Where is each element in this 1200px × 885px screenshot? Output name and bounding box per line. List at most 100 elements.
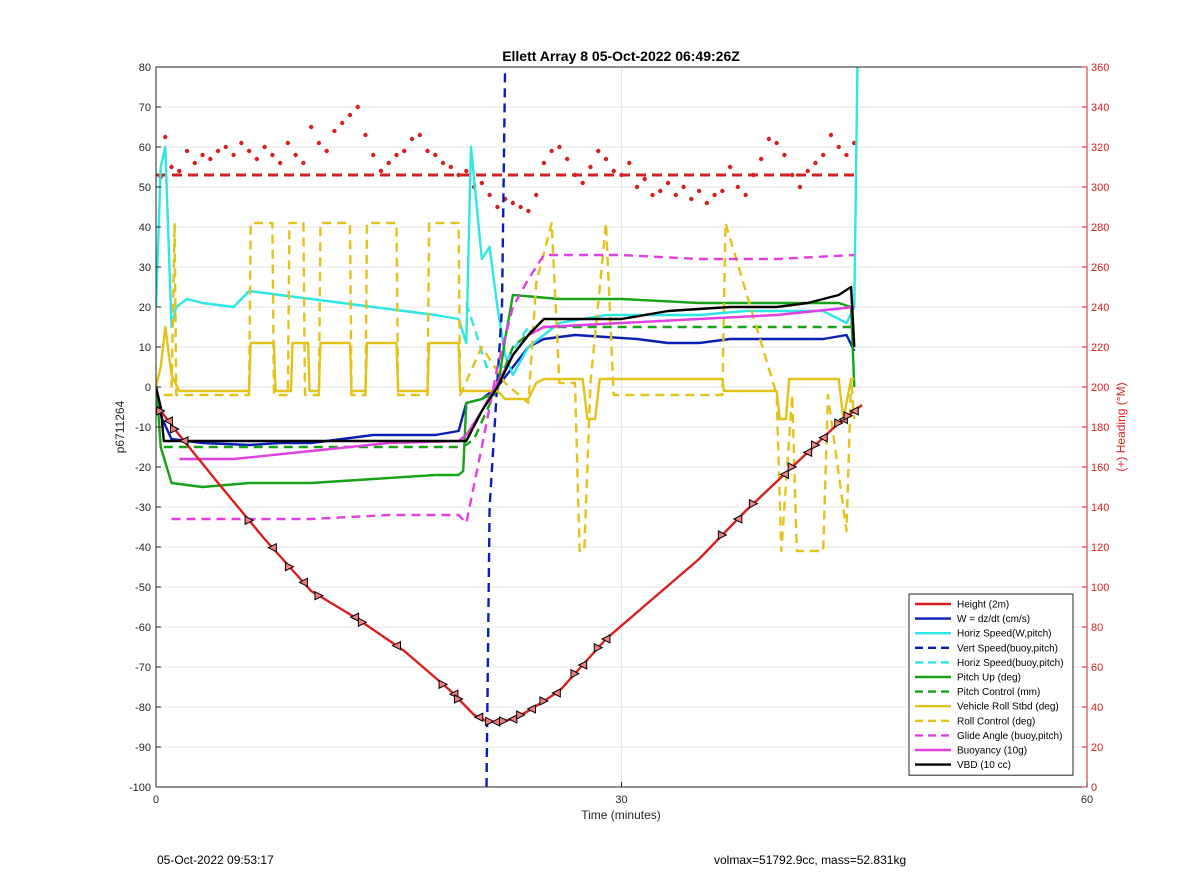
series-line-3 (156, 67, 859, 377)
heading-point (223, 144, 229, 150)
y-tick-label: -100 (129, 782, 151, 794)
heading-point (813, 160, 818, 166)
heading-point (712, 192, 717, 198)
y-tick-label: -70 (135, 662, 151, 674)
y-tick-label: 0 (145, 382, 151, 394)
heading-point (262, 144, 267, 150)
heading-point (611, 168, 616, 174)
heading-point (619, 172, 624, 178)
y2-tick-label: 320 (1091, 142, 1109, 154)
x-tick-label: 0 (153, 794, 159, 806)
heading-point (277, 160, 283, 166)
height-marker (802, 447, 813, 458)
heading-point (464, 168, 469, 174)
heading-point (246, 148, 252, 154)
height-marker (843, 410, 854, 421)
y2-tick-label: 80 (1091, 622, 1103, 634)
heading-point (324, 148, 329, 154)
series-line-9 (163, 221, 856, 553)
chart-title: Ellett Array 8 05-Oct-2022 06:49:26Z (502, 48, 740, 64)
y2-tick-label: 180 (1091, 422, 1109, 434)
height-marker (391, 640, 402, 651)
legend-entry: Buoyancy (10g) (957, 746, 1027, 757)
heading-point (371, 152, 376, 158)
heading-point (828, 132, 834, 138)
height-marker (298, 577, 308, 588)
legend-entry: VBD (10 cc) (957, 760, 1011, 771)
heading-point (208, 156, 213, 162)
y2-tick-label: 160 (1091, 462, 1109, 474)
height-marker (485, 716, 495, 727)
heading-point (347, 112, 353, 118)
heading-point (285, 140, 291, 146)
tick-labels: -100-90-80-70-60-50-40-30-20-10010203040… (129, 62, 1109, 806)
heading-point (200, 152, 205, 158)
y2-tick-label: 200 (1091, 382, 1109, 394)
heading-point (409, 136, 415, 142)
y2-tick-label: 240 (1091, 302, 1109, 314)
plot-area (156, 67, 863, 787)
height-marker (787, 462, 798, 472)
height-marker (526, 704, 537, 714)
heading-point (169, 164, 174, 170)
heading-point (572, 172, 578, 178)
legend-box (908, 593, 1074, 776)
heading-point (487, 192, 492, 198)
heading-point (658, 188, 663, 194)
height-marker (473, 712, 484, 723)
heading-point (355, 104, 360, 110)
heading-point (177, 168, 182, 174)
series-line-10 (171, 253, 855, 525)
legend-entry: Horiz Speed(buoy,pitch) (957, 658, 1064, 669)
heading-point (378, 168, 384, 174)
height-marker (593, 642, 604, 653)
series-line-4 (485, 67, 507, 787)
heading-point (751, 172, 756, 178)
y-tick-label: -50 (135, 582, 151, 594)
heading-point (526, 208, 531, 214)
height-marker (551, 688, 561, 698)
legend-entry: Pitch Control (mm) (957, 687, 1040, 698)
heading-point (440, 160, 446, 166)
y-tick-label: -90 (135, 742, 151, 754)
y2-axis-label: (+) Heading (°M) (1114, 382, 1128, 471)
heading-point (332, 128, 337, 134)
height-marker (600, 634, 611, 644)
height-marker (178, 435, 189, 446)
x-tick-label: 60 (1081, 794, 1093, 806)
heading-point (650, 192, 655, 198)
legend-entry: Pitch Up (deg) (957, 673, 1021, 684)
heading-point (495, 204, 500, 210)
series-line-2 (156, 333, 856, 447)
footer-timestamp: 05-Oct-2022 09:53:17 (157, 853, 274, 867)
heading-point (386, 160, 391, 166)
x-tick-label: 30 (615, 794, 627, 806)
heading-point (634, 184, 640, 190)
height-marker (570, 668, 581, 679)
y-tick-label: -30 (135, 502, 151, 514)
heading-point (270, 152, 275, 158)
height-marker (244, 515, 255, 526)
heading-point (533, 192, 539, 198)
y2-tick-label: 100 (1091, 582, 1109, 594)
y2-tick-label: 0 (1091, 782, 1097, 794)
heading-point (425, 148, 430, 154)
height-marker (732, 514, 743, 524)
y2-tick-label: 140 (1091, 502, 1109, 514)
heading-point (665, 180, 671, 186)
heading-point (316, 140, 322, 146)
heading-point (696, 188, 702, 194)
heading-point (603, 156, 609, 162)
footer-volmax-mass: volmax=51792.9cc, mass=52.831kg (714, 853, 907, 867)
heading-point (564, 156, 570, 162)
y-tick-label: -40 (135, 542, 151, 554)
y2-tick-label: 300 (1091, 182, 1109, 194)
height-marker (156, 406, 166, 416)
height-marker (818, 432, 828, 443)
height-marker (284, 561, 295, 572)
height-marker (454, 694, 464, 704)
y-tick-label: 40 (139, 222, 151, 234)
heading-point (541, 160, 547, 166)
height-marker (717, 530, 728, 540)
legend-entry: Roll Control (deg) (957, 716, 1035, 727)
